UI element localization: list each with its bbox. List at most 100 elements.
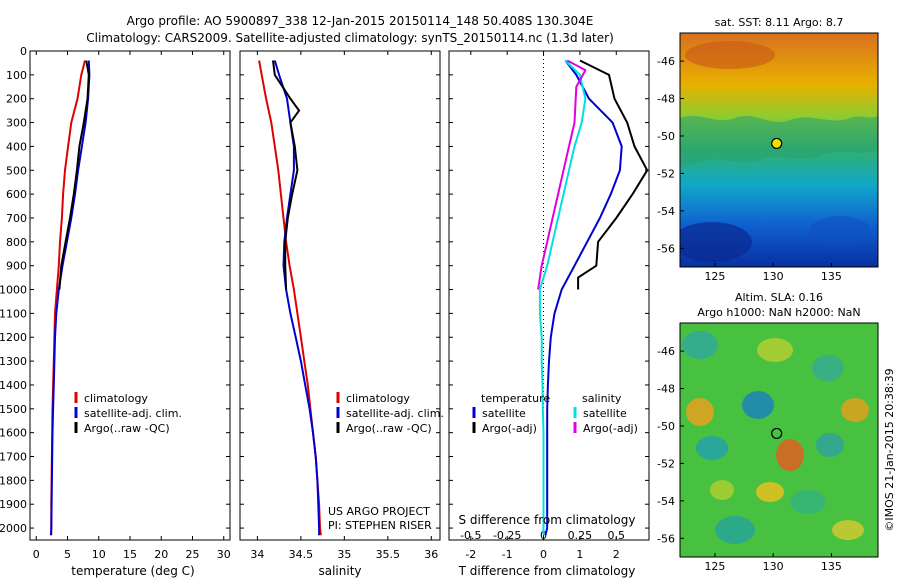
y-tick-label: 1400 bbox=[0, 379, 27, 392]
sla-low-eddy bbox=[682, 331, 718, 359]
difference-plot-frame bbox=[448, 50, 650, 541]
map-y-tick-label: -54 bbox=[657, 205, 675, 218]
header-line-1: Argo profile: AO 5900897_338 12-Jan-2015… bbox=[127, 14, 594, 28]
x-tick-label: 35 bbox=[337, 548, 351, 561]
map-y-tick-label: -56 bbox=[657, 242, 675, 255]
y-tick-label: 1000 bbox=[0, 284, 27, 297]
x-tick-label-secondary: -0.25 bbox=[493, 529, 521, 542]
x-tick-label: 20 bbox=[154, 548, 168, 561]
sla-high-eddy bbox=[757, 338, 793, 362]
y-tick-label: 700 bbox=[6, 212, 27, 225]
sla-high-eddy bbox=[756, 482, 784, 502]
salinity-xlabel: salinity bbox=[318, 564, 361, 578]
y-tick-label: 200 bbox=[6, 93, 27, 106]
series-line-climatology bbox=[50, 60, 86, 536]
y-tick-label: 100 bbox=[6, 69, 27, 82]
t-difference-xlabel: T difference from climatology bbox=[458, 564, 636, 578]
difference-legend: temperature satellite Argo(-adj) salinit… bbox=[472, 392, 638, 435]
sst-map-title: sat. SST: 8.11 Argo: 8.7 bbox=[715, 16, 844, 29]
legend-satellite-label: satellite-adj. clim. bbox=[346, 407, 444, 420]
sla-high-eddy bbox=[841, 398, 869, 422]
x-tick-label: 10 bbox=[92, 548, 106, 561]
series-line-satellite-adj-clim bbox=[273, 60, 321, 536]
map-x-tick-label: 130 bbox=[763, 270, 784, 283]
legend-s-satellite-label: satellite bbox=[583, 407, 627, 420]
sla-map-title: Altim. SLA: 0.16 bbox=[735, 291, 823, 304]
series-line-argo-raw-qc bbox=[272, 60, 301, 290]
y-tick-label: 1600 bbox=[0, 427, 27, 440]
series-line-s-argo-adj bbox=[537, 59, 587, 290]
map-x-tick-label: 135 bbox=[821, 560, 842, 573]
credit-label: ©IMOS 21-Jan-2015 20:38:39 bbox=[883, 368, 896, 531]
sst-map-frame bbox=[679, 32, 879, 268]
sst-cold-patch bbox=[680, 222, 752, 262]
map-y-tick-label: -48 bbox=[657, 383, 675, 396]
x-tick-label-secondary: 0.25 bbox=[568, 529, 593, 542]
map-x-tick-label: 125 bbox=[704, 270, 725, 283]
y-tick-label: 900 bbox=[6, 260, 27, 273]
map-x-tick-label: 125 bbox=[704, 560, 725, 573]
sst-warm-patch bbox=[685, 41, 775, 69]
legend-t-satellite-label: satellite bbox=[482, 407, 526, 420]
x-tick-label: 36 bbox=[424, 548, 438, 561]
sla-high-eddy bbox=[832, 520, 864, 540]
y-tick-label: 2000 bbox=[0, 522, 27, 535]
map-y-tick-label: -48 bbox=[657, 93, 675, 106]
sla-high-eddy bbox=[776, 439, 804, 471]
y-tick-label: 1800 bbox=[0, 474, 27, 487]
y-tick-label: 400 bbox=[6, 140, 27, 153]
map-y-tick-label: -50 bbox=[657, 420, 675, 433]
y-tick-label: 1200 bbox=[0, 331, 27, 344]
sla-texture bbox=[682, 331, 869, 544]
legend-t-argo-label: Argo(-adj) bbox=[482, 422, 537, 435]
x-tick-label: 35.5 bbox=[376, 548, 401, 561]
y-tick-label: 300 bbox=[6, 117, 27, 130]
x-tick-label: 0 bbox=[33, 548, 40, 561]
sla-low-eddy bbox=[696, 436, 728, 460]
sla-map: 125 130 135 -46 -48 -50 -52 -54 -56 bbox=[657, 322, 879, 573]
salinity-plot-frame bbox=[239, 50, 441, 541]
x-tick-label: 30 bbox=[217, 548, 231, 561]
legend-salinity-title: salinity bbox=[582, 392, 622, 405]
sla-high-eddy bbox=[686, 398, 714, 426]
x-tick-label: 1 bbox=[576, 548, 583, 561]
series-line-s-satellite bbox=[538, 59, 587, 536]
salinity-plot: 34 34.5 35 35.5 36 bbox=[240, 50, 440, 561]
x-tick-label: -1 bbox=[502, 548, 513, 561]
y-tick-label: 600 bbox=[6, 188, 27, 201]
y-tick-label: 1500 bbox=[0, 403, 27, 416]
sla-low-eddy bbox=[742, 391, 774, 419]
pi-annotation: PI: STEPHEN RISER bbox=[328, 519, 432, 532]
temperature-xlabel: temperature (deg C) bbox=[71, 564, 194, 578]
legend-temperature-title: temperature bbox=[481, 392, 550, 405]
map-y-tick-label: -46 bbox=[657, 55, 675, 68]
salinity-legend: climatology satellite-adj. clim. Argo(..… bbox=[336, 392, 444, 435]
map-y-tick-label: -50 bbox=[657, 130, 675, 143]
y-tick-label: 500 bbox=[6, 164, 27, 177]
sla-low-eddy bbox=[816, 433, 844, 457]
temperature-plot-frame bbox=[29, 50, 231, 541]
map-y-tick-label: -54 bbox=[657, 495, 675, 508]
x-tick-label: 15 bbox=[123, 548, 137, 561]
y-tick-label: 0 bbox=[20, 45, 27, 58]
y-tick-label: 1700 bbox=[0, 451, 27, 464]
map-y-tick-label: -52 bbox=[657, 167, 675, 180]
x-tick-label: 0 bbox=[540, 548, 547, 561]
legend-argo-label: Argo(..raw -QC) bbox=[346, 422, 432, 435]
legend-s-argo-label: Argo(-adj) bbox=[583, 422, 638, 435]
s-difference-xlabel: S difference from climatology bbox=[459, 513, 636, 527]
x-tick-label-secondary: -0.5 bbox=[460, 529, 481, 542]
map-x-tick-label: 130 bbox=[763, 560, 784, 573]
sla-map-axes: 125 130 135 -46 -48 -50 -52 -54 -56 bbox=[657, 345, 842, 573]
x-tick-label: 2 bbox=[613, 548, 620, 561]
sla-high-eddy bbox=[710, 480, 734, 500]
series-line-t-argo-adj bbox=[577, 59, 649, 290]
sst-cool-patch bbox=[810, 216, 870, 244]
header-line-2: Climatology: CARS2009. Satellite-adjuste… bbox=[86, 31, 614, 45]
map-y-tick-label: -46 bbox=[657, 345, 675, 358]
y-tick-label: 1300 bbox=[0, 355, 27, 368]
legend-satellite-label: satellite-adj. clim. bbox=[84, 407, 182, 420]
sla-map-frame bbox=[679, 322, 879, 558]
